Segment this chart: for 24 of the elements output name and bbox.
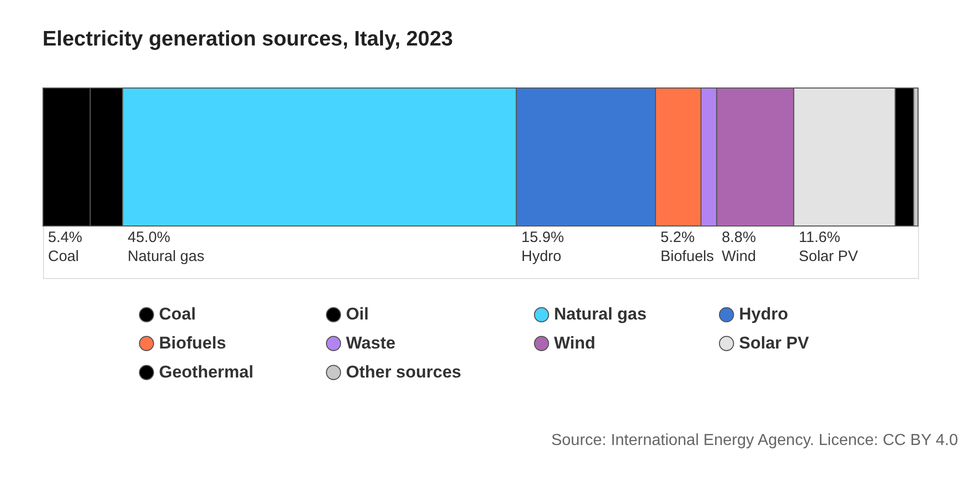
- legend-label: Oil: [346, 304, 369, 324]
- text: Solar PV: [798, 248, 858, 265]
- data-label: 5.4%: [48, 229, 82, 246]
- legend-label: Natural gas: [554, 304, 647, 324]
- legend-label: Solar PV: [739, 334, 810, 352]
- text: Wind: [722, 248, 756, 265]
- data-label: 45.0%: [128, 229, 170, 246]
- text: Natural gas: [128, 248, 204, 265]
- data-label: 8.8%: [722, 229, 756, 246]
- legend-label: Biofuels: [159, 334, 226, 352]
- data-label: 5.2%: [660, 229, 695, 246]
- legend-label: Geothermal: [159, 362, 254, 382]
- text: Biofuels: [660, 248, 714, 265]
- legend-label: Hydro: [739, 304, 788, 324]
- legend-label: Coal: [159, 304, 196, 324]
- text: Coal: [48, 248, 79, 265]
- legend-label: Waste: [346, 334, 396, 352]
- source-note: Source: International Energy Agency. Licence: CC BY 4.0: [551, 432, 958, 449]
- data-label: 11.6%: [798, 229, 840, 246]
- legend-label: Wind: [554, 334, 596, 352]
- text: Hydro: [521, 248, 562, 265]
- data-label: 15.9%: [521, 229, 564, 246]
- legend-label: Other sources: [346, 362, 462, 382]
- chart-title: Electricity generation sources, Italy, 2023: [42, 28, 453, 50]
